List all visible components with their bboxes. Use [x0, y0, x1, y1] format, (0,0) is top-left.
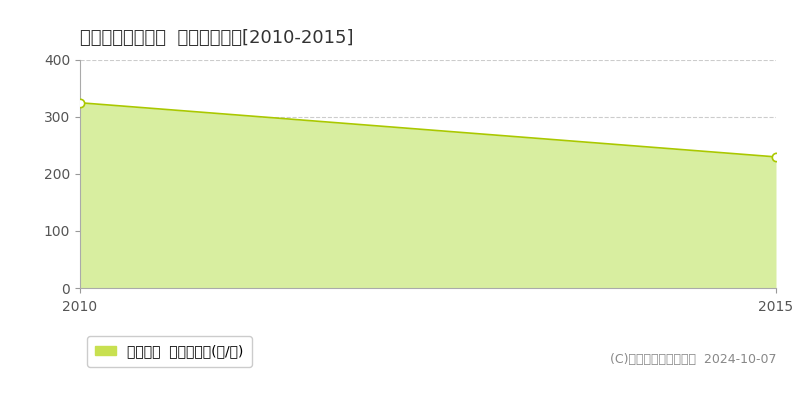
Legend: 林地価格  平均坪単価(円/坪): 林地価格 平均坪単価(円/坪) [87, 336, 252, 367]
Text: 高岡郡佐川町峰耕  林地価格推移[2010-2015]: 高岡郡佐川町峰耕 林地価格推移[2010-2015] [80, 29, 354, 47]
Text: (C)土地価格ドットコム  2024-10-07: (C)土地価格ドットコム 2024-10-07 [610, 353, 776, 366]
